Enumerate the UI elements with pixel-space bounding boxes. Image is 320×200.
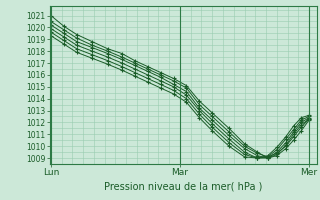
X-axis label: Pression niveau de la mer( hPa ): Pression niveau de la mer( hPa ) — [104, 181, 262, 191]
